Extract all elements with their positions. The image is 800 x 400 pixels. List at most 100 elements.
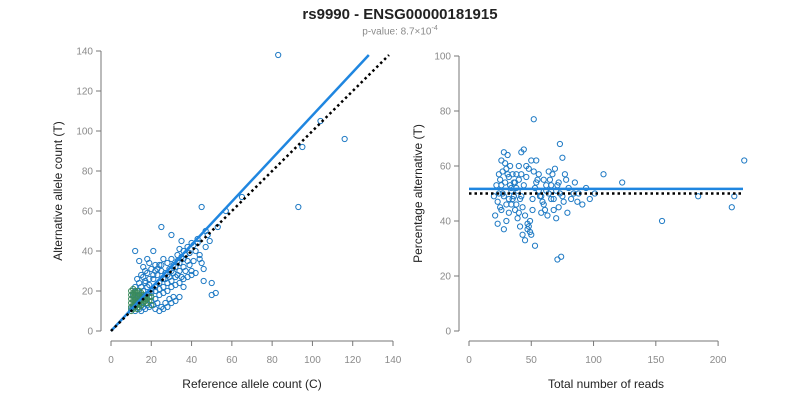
data-point-green [148,301,155,309]
data-point [555,204,562,211]
data-point [526,217,534,225]
data-point [146,259,153,267]
percentage-alternative-scatter-panel: 0 50 100 150 200 0 20 40 60 80 100 Total number of … [411,52,748,391]
x-tick-label: 120 [344,355,361,366]
data-point [518,193,525,200]
data-point [548,195,555,203]
data-point [136,257,143,265]
data-point [579,201,586,208]
data-point [519,231,526,238]
data-point [513,201,520,208]
data-point [180,255,187,263]
data-point-green [128,287,135,295]
data-point-green [128,299,135,307]
data-point [494,220,501,227]
data-point-green [130,297,137,305]
data-point-green [138,301,145,309]
y-tick-label: 40 [82,247,94,258]
data-point [513,171,520,178]
data-point [533,179,540,186]
y-tick-label: 120 [76,87,93,98]
data-point [563,176,570,183]
x-tick-label: 100 [585,355,602,366]
y-axis-title: Alternative allele count (T) [51,121,65,260]
data-point [186,249,193,257]
data-point [136,291,143,299]
data-point [559,154,566,161]
data-point [500,226,507,233]
y-tick-label: 40 [440,217,452,228]
data-point [498,157,505,164]
data-point [600,171,607,178]
x-tick-label: 200 [710,355,727,366]
data-point [176,245,183,253]
data-point [515,209,522,216]
x-axis-title: Reference allele count (C) [182,377,321,391]
data-point [571,179,578,186]
data-point [150,247,157,255]
data-point [198,203,205,211]
data-point [204,231,211,239]
data-point [741,157,748,164]
data-point [192,269,199,277]
data-point [190,257,197,265]
data-point [196,255,203,263]
data-point [535,171,542,178]
chart-title: rs9990 - ENSG00000181915 [302,6,498,23]
data-point [695,193,702,200]
regression-line [110,54,370,332]
data-point [515,162,522,170]
data-point [172,263,179,271]
allele-count-scatter-panel: 0 20 40 60 80 100 120 140 0 20 40 60 80 100 120 140 Refe… [51,47,402,392]
data-point [540,176,547,183]
data-point [168,267,175,275]
y-tick-label: 80 [440,107,452,118]
data-point [556,140,564,148]
data-point [505,195,512,203]
data-point [495,171,502,178]
data-point [574,198,581,205]
data-point [140,273,147,281]
data-point [208,291,215,299]
data-point [503,217,510,225]
data-point [658,217,666,225]
data-point [495,190,502,197]
data-point [530,168,537,175]
data-point [524,226,531,233]
data-point [519,204,526,211]
data-point [497,204,504,211]
data-point [568,195,575,203]
data-point [132,283,139,291]
data-point [539,198,546,205]
data-point-green [132,291,139,299]
data-point [533,157,540,164]
data-point [505,209,512,216]
data-point [529,195,536,203]
data-point-green [128,295,135,303]
data-point-green [130,289,137,297]
data-point [154,299,161,307]
data-point [138,271,145,279]
data-point [525,165,532,172]
x-tick-label: 80 [267,355,279,366]
data-point [182,267,189,275]
data-point [295,203,302,211]
data-point-green [134,289,141,297]
data-point [299,143,306,151]
data-point-green [146,293,153,301]
data-point [202,243,209,251]
data-point-green [134,293,141,301]
y-tick-label: 100 [76,127,93,138]
y-tick-label: 0 [445,327,451,338]
x-tick-label: 0 [466,355,472,366]
data-point [160,255,167,263]
data-point [498,182,505,189]
data-point [555,179,562,186]
data-point [497,176,504,183]
data-point [531,242,539,249]
data-point [178,273,185,281]
data-point [164,287,171,295]
data-point [196,251,203,259]
data-point [561,171,569,178]
data-point [150,271,157,279]
